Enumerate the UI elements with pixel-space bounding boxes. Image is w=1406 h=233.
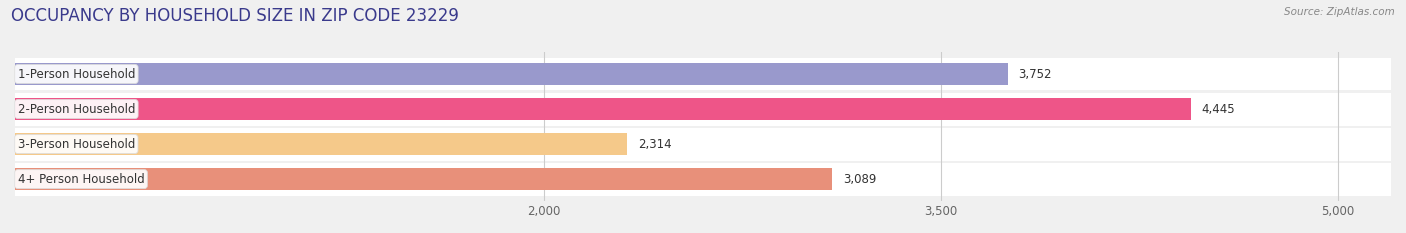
Bar	[15, 163, 1391, 195]
Text: 4+ Person Household: 4+ Person Household	[18, 173, 145, 186]
Text: 3,752: 3,752	[1018, 68, 1052, 81]
Text: 1-Person Household: 1-Person Household	[18, 68, 135, 81]
Bar	[15, 93, 1391, 126]
Text: 4,445: 4,445	[1202, 103, 1236, 116]
Text: 2,314: 2,314	[638, 137, 672, 151]
Text: 3,089: 3,089	[844, 173, 876, 186]
Bar	[15, 98, 1191, 120]
Bar	[15, 58, 1391, 90]
Text: OCCUPANCY BY HOUSEHOLD SIZE IN ZIP CODE 23229: OCCUPANCY BY HOUSEHOLD SIZE IN ZIP CODE …	[11, 7, 460, 25]
Bar	[15, 63, 1008, 85]
Bar	[15, 128, 1391, 161]
Bar	[15, 133, 627, 155]
Text: 2-Person Household: 2-Person Household	[18, 103, 135, 116]
Text: Source: ZipAtlas.com: Source: ZipAtlas.com	[1284, 7, 1395, 17]
Bar	[15, 168, 832, 190]
Text: 3-Person Household: 3-Person Household	[18, 137, 135, 151]
